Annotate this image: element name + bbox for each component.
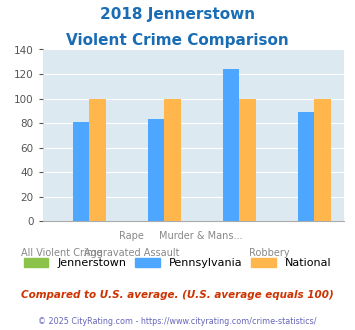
Text: Rape: Rape (119, 231, 144, 241)
Text: © 2025 CityRating.com - https://www.cityrating.com/crime-statistics/: © 2025 CityRating.com - https://www.city… (38, 317, 317, 326)
Text: Murder & Mans...: Murder & Mans... (159, 231, 242, 241)
Bar (89, 99, 106, 221)
Legend: Jennerstown, Pennsylvania, National: Jennerstown, Pennsylvania, National (20, 253, 335, 273)
Bar (148, 119, 164, 221)
Bar (164, 99, 181, 221)
Bar (314, 99, 331, 221)
Bar (239, 99, 256, 221)
Text: 2018 Jennerstown: 2018 Jennerstown (100, 7, 255, 21)
Bar (73, 122, 89, 221)
Text: Compared to U.S. average. (U.S. average equals 100): Compared to U.S. average. (U.S. average … (21, 290, 334, 300)
Bar (297, 112, 314, 221)
Text: Aggravated Assault: Aggravated Assault (83, 248, 179, 257)
Text: Violent Crime Comparison: Violent Crime Comparison (66, 33, 289, 48)
Bar (223, 69, 239, 221)
Text: All Violent Crime: All Violent Crime (22, 248, 103, 257)
Text: Robbery: Robbery (250, 248, 290, 257)
